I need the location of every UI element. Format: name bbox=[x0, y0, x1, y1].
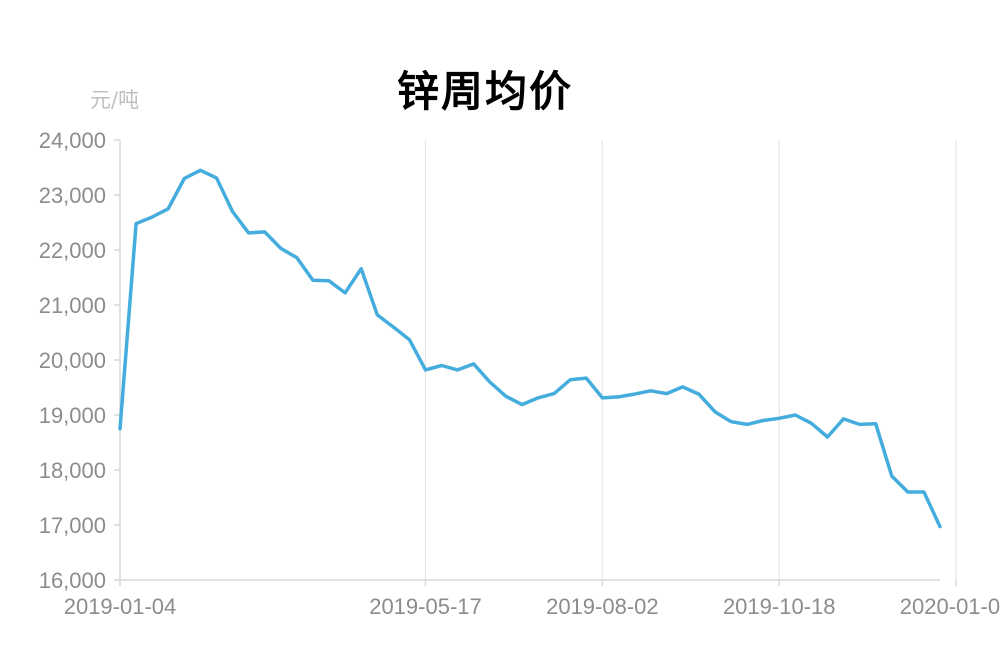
x-axis-ticks: 2019-01-04 2019-05-17 2019-08-02 2019-10-18… bbox=[64, 580, 1000, 619]
data-point bbox=[311, 278, 315, 282]
x-tick-label: 2019-01-04 bbox=[64, 594, 177, 619]
y-tick-label: 17,000 bbox=[39, 513, 106, 538]
data-point bbox=[359, 267, 363, 271]
data-point bbox=[214, 176, 218, 180]
chart-title: 锌周均价 bbox=[396, 67, 573, 116]
y-tick-label: 16,000 bbox=[39, 568, 106, 593]
data-point bbox=[504, 394, 508, 398]
x-tick-label: 2019-08-02 bbox=[546, 594, 659, 619]
data-point bbox=[520, 403, 524, 407]
data-point bbox=[890, 474, 894, 478]
data-point bbox=[440, 364, 444, 368]
data-point bbox=[906, 490, 910, 494]
y-axis-ticks: 16,000 17,000 18,000 19,000 20,000 21,000 22,0… bbox=[39, 128, 120, 593]
data-point bbox=[166, 207, 170, 211]
data-point bbox=[552, 392, 556, 396]
axes bbox=[119, 140, 940, 581]
data-point bbox=[745, 422, 749, 426]
y-tick-label: 22,000 bbox=[39, 238, 106, 263]
series-layer bbox=[118, 168, 942, 529]
data-point bbox=[488, 380, 492, 384]
data-point bbox=[858, 422, 862, 426]
data-point bbox=[263, 230, 267, 234]
data-point bbox=[456, 368, 460, 372]
data-point bbox=[584, 376, 588, 380]
data-point bbox=[279, 246, 283, 250]
data-point bbox=[391, 325, 395, 329]
x-tick-label: 2020-01-03 bbox=[900, 594, 1000, 619]
data-point bbox=[118, 427, 122, 431]
y-tick-label: 19,000 bbox=[39, 403, 106, 428]
data-point bbox=[600, 396, 604, 400]
data-point bbox=[150, 215, 154, 219]
data-point bbox=[375, 313, 379, 317]
data-point bbox=[536, 396, 540, 400]
data-point bbox=[793, 413, 797, 417]
data-point bbox=[633, 392, 637, 396]
data-point bbox=[825, 435, 829, 439]
data-point bbox=[407, 338, 411, 342]
data-point bbox=[922, 490, 926, 494]
data-point bbox=[729, 420, 733, 424]
data-point bbox=[809, 421, 813, 425]
data-point bbox=[697, 392, 701, 396]
data-point bbox=[713, 410, 717, 414]
data-point bbox=[842, 417, 846, 421]
data-point bbox=[938, 525, 942, 529]
data-point bbox=[231, 210, 235, 214]
data-point bbox=[472, 362, 476, 366]
series-line bbox=[118, 168, 942, 529]
data-point bbox=[777, 416, 781, 420]
y-axis-unit: 元/吨 bbox=[90, 88, 140, 112]
data-point bbox=[649, 389, 653, 393]
data-point bbox=[874, 422, 878, 426]
data-point bbox=[681, 385, 685, 389]
y-tick-label: 18,000 bbox=[39, 458, 106, 483]
data-point bbox=[247, 231, 251, 235]
y-tick-label: 23,000 bbox=[39, 183, 106, 208]
data-point bbox=[616, 395, 620, 399]
x-tick-label: 2019-05-17 bbox=[369, 594, 482, 619]
data-point bbox=[295, 256, 299, 260]
data-point bbox=[198, 168, 202, 172]
y-tick-label: 24,000 bbox=[39, 128, 106, 153]
data-point bbox=[327, 279, 331, 283]
y-tick-label: 20,000 bbox=[39, 348, 106, 373]
gridlines bbox=[424, 140, 957, 580]
data-point bbox=[343, 291, 347, 295]
data-point bbox=[182, 177, 186, 181]
data-point bbox=[423, 368, 427, 372]
y-tick-label: 21,000 bbox=[39, 293, 106, 318]
data-point bbox=[761, 419, 765, 423]
data-point bbox=[134, 222, 138, 226]
data-point bbox=[568, 378, 572, 382]
x-tick-label: 2019-10-18 bbox=[723, 594, 836, 619]
data-point bbox=[665, 392, 669, 396]
